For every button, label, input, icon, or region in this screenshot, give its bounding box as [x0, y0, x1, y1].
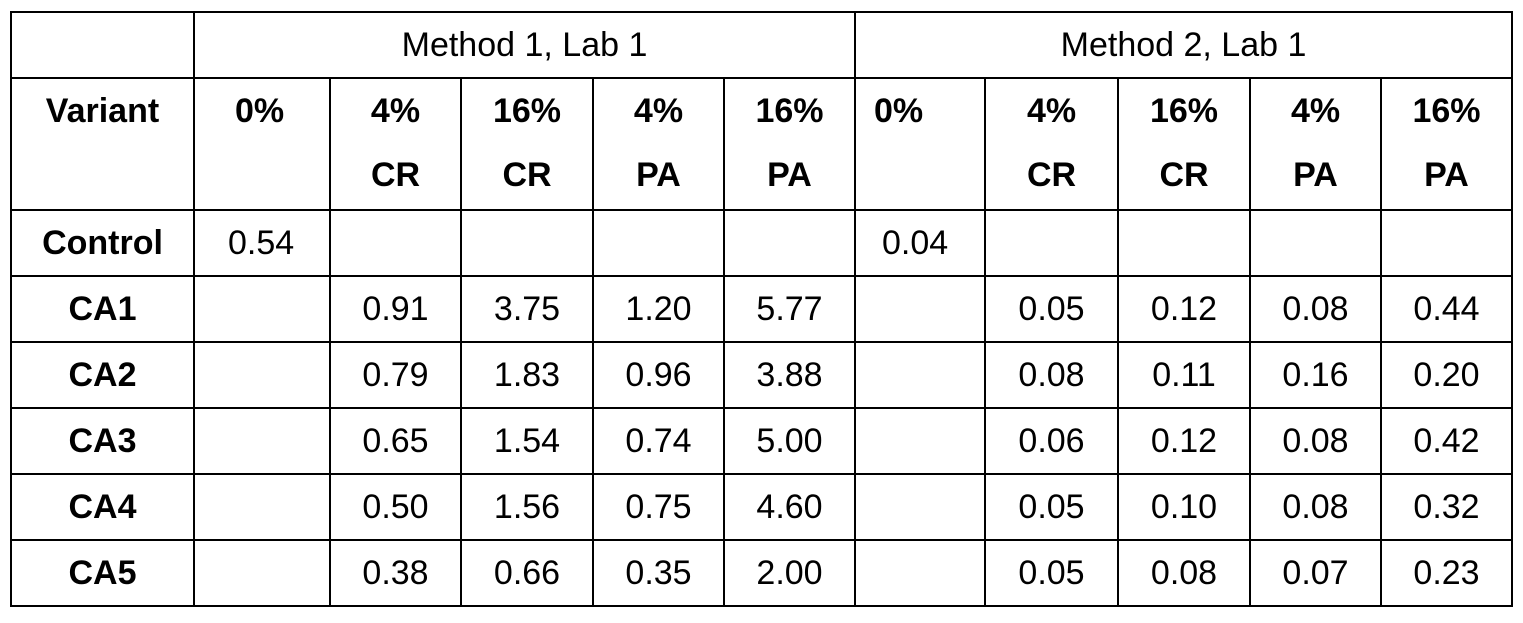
- table-cell: [330, 210, 461, 276]
- table-cell: 0.44: [1381, 276, 1512, 342]
- table-cell: 0.06: [985, 408, 1118, 474]
- table-cell: 0.32: [1381, 474, 1512, 540]
- table-cell: 0.07: [1250, 540, 1381, 606]
- corner-cell: [11, 12, 194, 78]
- table-cell: 0.54: [194, 210, 330, 276]
- group-header-method1: Method 1, Lab 1: [194, 12, 855, 78]
- row-label: Control: [11, 210, 194, 276]
- table-cell: 0.35: [593, 540, 724, 606]
- column-header-row: Variant 0% 4%CR 16%CR 4%PA 16%PA 0% 4%CR…: [11, 78, 1512, 210]
- table-row: CA1 0.913.751.205.77 0.050.120.080.44: [11, 276, 1512, 342]
- table-cell: 0.74: [593, 408, 724, 474]
- col-header-m2-16cr: 16%CR: [1118, 78, 1250, 210]
- table-cell: 5.00: [724, 408, 855, 474]
- table-cell: 2.00: [724, 540, 855, 606]
- table-cell: 0.08: [1118, 540, 1250, 606]
- group-header-method2: Method 2, Lab 1: [855, 12, 1512, 78]
- table-row: Control0.54 0.04: [11, 210, 1512, 276]
- table-cell: 0.11: [1118, 342, 1250, 408]
- table-cell: [1381, 210, 1512, 276]
- table-cell: 0.50: [330, 474, 461, 540]
- table-row: CA5 0.380.660.352.00 0.050.080.070.23: [11, 540, 1512, 606]
- table-cell: 0.96: [593, 342, 724, 408]
- table-cell: 0.20: [1381, 342, 1512, 408]
- table-cell: 5.77: [724, 276, 855, 342]
- table-cell: 0.16: [1250, 342, 1381, 408]
- table-cell: [194, 540, 330, 606]
- table-cell: 0.08: [1250, 408, 1381, 474]
- table-cell: [985, 210, 1118, 276]
- table-cell: [194, 342, 330, 408]
- col-header-m1-4pa: 4%PA: [593, 78, 724, 210]
- row-label: CA4: [11, 474, 194, 540]
- table-cell: 4.60: [724, 474, 855, 540]
- table-cell: [1250, 210, 1381, 276]
- table-body: Control0.540.04CA10.913.751.205.770.050.…: [11, 210, 1512, 606]
- table-cell: [194, 408, 330, 474]
- table-cell: [1118, 210, 1250, 276]
- table-row: CA4 0.501.560.754.60 0.050.100.080.32: [11, 474, 1512, 540]
- table-cell: 0.79: [330, 342, 461, 408]
- table-cell: 0.12: [1118, 276, 1250, 342]
- table-cell: [855, 276, 985, 342]
- table-row: CA2 0.791.830.963.88 0.080.110.160.20: [11, 342, 1512, 408]
- col-header-m1-0: 0%: [194, 78, 330, 210]
- table-cell: 3.75: [461, 276, 593, 342]
- row-label: CA3: [11, 408, 194, 474]
- table-cell: 1.54: [461, 408, 593, 474]
- table-cell: 3.88: [724, 342, 855, 408]
- results-table: Method 1, Lab 1 Method 2, Lab 1 Variant …: [10, 11, 1513, 607]
- table-cell: 0.05: [985, 540, 1118, 606]
- row-label: CA1: [11, 276, 194, 342]
- col-header-m2-4cr: 4%CR: [985, 78, 1118, 210]
- table-cell: 0.38: [330, 540, 461, 606]
- table-cell: 0.65: [330, 408, 461, 474]
- table-cell: 0.08: [985, 342, 1118, 408]
- table-cell: 1.56: [461, 474, 593, 540]
- col-header-m1-16cr: 16%CR: [461, 78, 593, 210]
- table-cell: 0.05: [985, 276, 1118, 342]
- variant-header: Variant: [11, 78, 194, 210]
- table-cell: [194, 276, 330, 342]
- row-label: CA5: [11, 540, 194, 606]
- table-cell: [855, 408, 985, 474]
- table-cell: 0.05: [985, 474, 1118, 540]
- table-cell: 1.20: [593, 276, 724, 342]
- table-cell: 0.08: [1250, 276, 1381, 342]
- table-cell: [855, 540, 985, 606]
- col-header-m1-16pa: 16%PA: [724, 78, 855, 210]
- table-cell: 0.42: [1381, 408, 1512, 474]
- table-cell: 0.75: [593, 474, 724, 540]
- col-header-m2-16pa: 16%PA: [1381, 78, 1512, 210]
- table-cell: [724, 210, 855, 276]
- table-cell: 0.12: [1118, 408, 1250, 474]
- table-cell: [194, 474, 330, 540]
- table-cell: 0.10: [1118, 474, 1250, 540]
- table-cell: 0.66: [461, 540, 593, 606]
- table-cell: [461, 210, 593, 276]
- table-cell: 0.91: [330, 276, 461, 342]
- table-row: CA3 0.651.540.745.00 0.060.120.080.42: [11, 408, 1512, 474]
- table-cell: 1.83: [461, 342, 593, 408]
- table-cell: 0.23: [1381, 540, 1512, 606]
- col-header-m2-0: 0%: [855, 78, 985, 210]
- table-cell: [855, 474, 985, 540]
- table-cell: [855, 342, 985, 408]
- col-header-m1-4cr: 4%CR: [330, 78, 461, 210]
- table-cell: 0.04: [855, 210, 985, 276]
- group-header-row: Method 1, Lab 1 Method 2, Lab 1: [11, 12, 1512, 78]
- col-header-m2-4pa: 4%PA: [1250, 78, 1381, 210]
- row-label: CA2: [11, 342, 194, 408]
- table-cell: 0.08: [1250, 474, 1381, 540]
- table-cell: [593, 210, 724, 276]
